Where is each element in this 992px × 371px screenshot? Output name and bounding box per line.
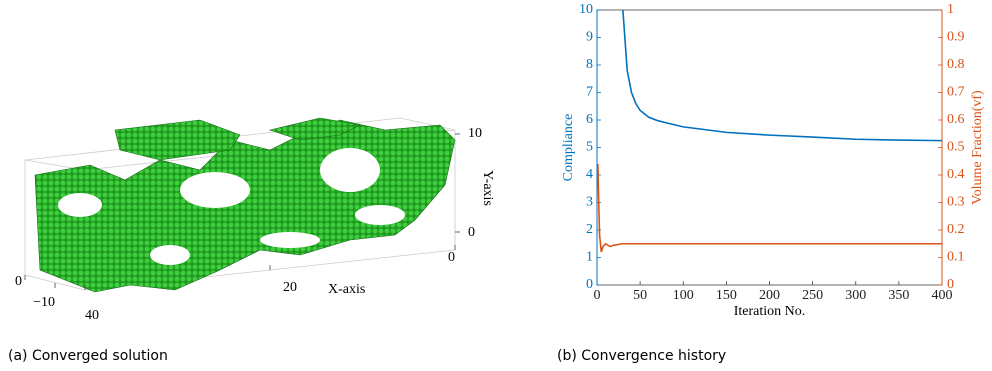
series-line [598, 164, 942, 252]
y2-axis-label: Volume Fraction(vf) [970, 90, 985, 205]
x-tick-label: 0 [448, 250, 455, 265]
x-axis-label: Iteration No. [734, 304, 806, 319]
y-tick-label: 10 [468, 126, 482, 141]
y-tick-label: 8 [586, 57, 593, 72]
y2-tick-label: 0.3 [947, 195, 965, 210]
figure: (a) Converged solution (b) Convergence h… [0, 0, 992, 371]
y-tick-label: 9 [586, 30, 593, 45]
y-tick-label: 1 [586, 250, 593, 265]
caption: (a) Converged solution [8, 348, 168, 364]
z-tick-label: 0 [15, 274, 22, 289]
x-tick-label: 200 [759, 288, 780, 303]
y-axis-label: Y-axis [480, 170, 495, 206]
y2-tick-label: 0 [947, 277, 954, 292]
y-tick-label: 2 [586, 222, 593, 237]
y-tick-label: 0 [468, 225, 475, 240]
y2-tick-label: 0.1 [947, 250, 965, 265]
x-tick-label: 100 [673, 288, 694, 303]
y2-tick-label: 0.2 [947, 222, 965, 237]
panel-a: (a) Converged solution [8, 118, 455, 364]
y-tick-label: 5 [586, 140, 593, 155]
y2-tick-label: 0.8 [947, 57, 965, 72]
series-line [623, 10, 942, 141]
y2-tick-label: 0.5 [947, 140, 965, 155]
x-tick-label: 0 [594, 288, 601, 303]
y-tick-label: 7 [586, 85, 593, 100]
y2-tick-label: 0.7 [947, 85, 965, 100]
y2-tick-label: 0.6 [947, 112, 965, 127]
y-tick-label: 4 [586, 167, 593, 182]
y-tick-label: 6 [586, 112, 593, 127]
x-tick-label: 300 [845, 288, 866, 303]
y-axis-label: Compliance [561, 114, 576, 182]
y2-tick-label: 0.4 [947, 167, 965, 182]
y-tick-label: 10 [579, 2, 593, 17]
y2-tick-label: 1 [947, 2, 954, 17]
z-tick-label: −10 [33, 295, 55, 310]
caption: (b) Convergence history [557, 348, 726, 364]
y-tick-label: 0 [586, 277, 593, 292]
x-tick-label: 350 [888, 288, 909, 303]
x-axis-label: X-axis [328, 282, 365, 297]
y-tick-label: 3 [586, 195, 593, 210]
x-tick-label: 20 [283, 280, 297, 295]
y2-tick-label: 0.9 [947, 30, 965, 45]
x-tick-label: 40 [85, 308, 99, 323]
x-tick-label: 150 [716, 288, 737, 303]
x-tick-label: 250 [802, 288, 823, 303]
x-tick-label: 50 [633, 288, 647, 303]
